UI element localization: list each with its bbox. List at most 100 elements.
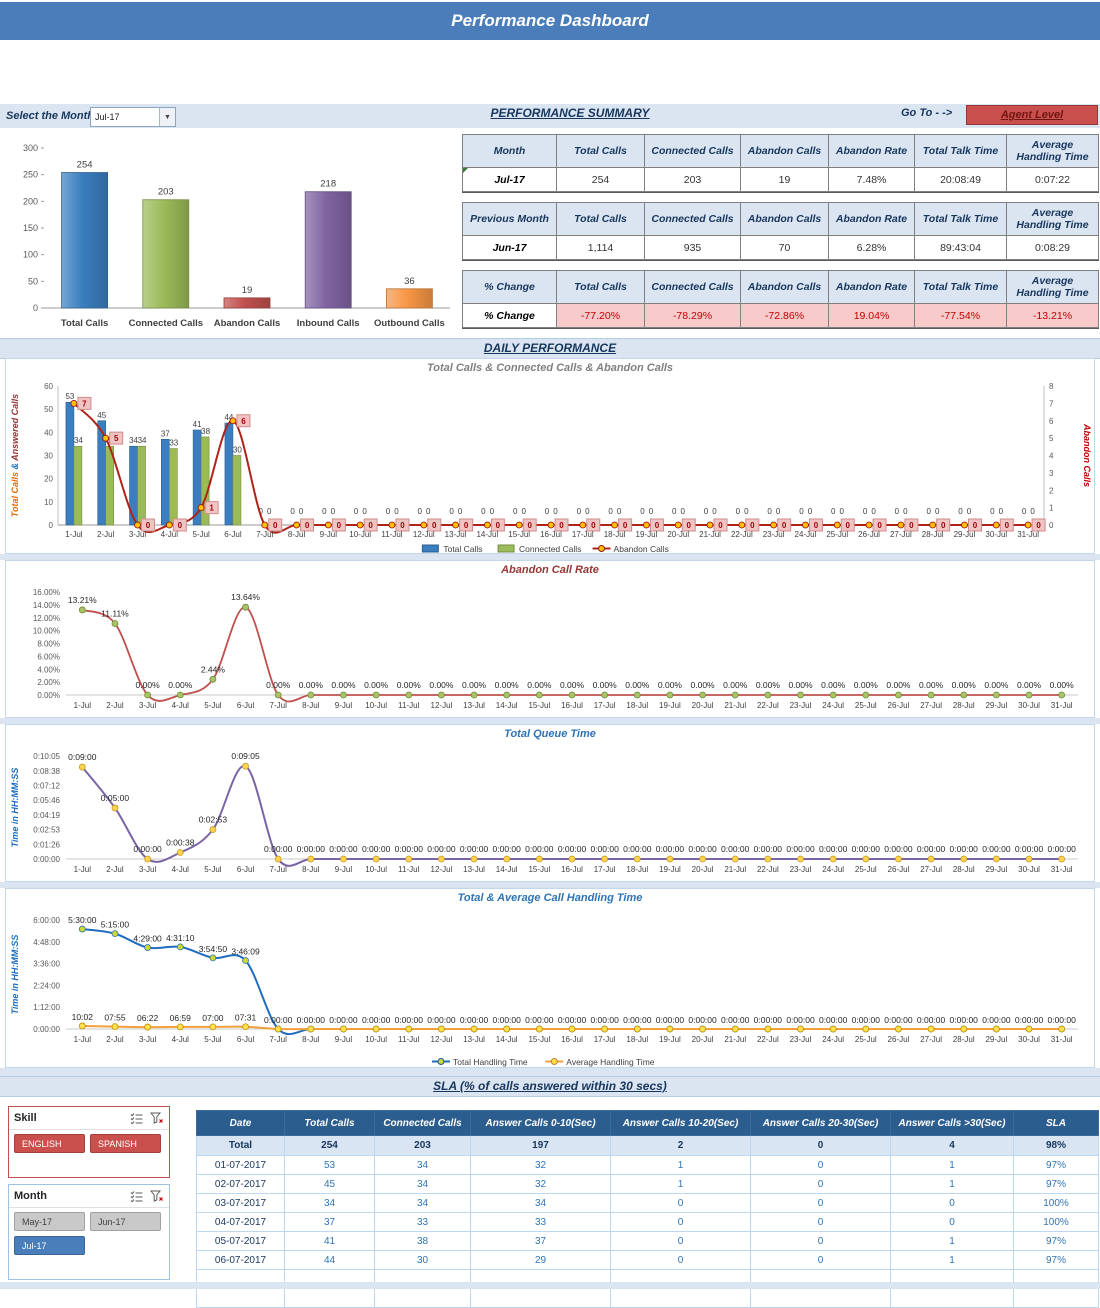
bottom-band bbox=[0, 1282, 1100, 1289]
cell: 0 bbox=[890, 1193, 1014, 1213]
cell: 97% bbox=[1013, 1174, 1099, 1194]
svg-text:0:00:00: 0:00:00 bbox=[297, 1015, 326, 1025]
svg-text:26-Jul: 26-Jul bbox=[888, 701, 910, 710]
svg-text:4-Jul: 4-Jul bbox=[161, 530, 179, 539]
table-row: Jul-17 254 203 19 7.48% 20:08:49 0:07:22 bbox=[462, 167, 1099, 192]
svg-text:24-Jul: 24-Jul bbox=[822, 1035, 844, 1044]
svg-text:18-Jul: 18-Jul bbox=[604, 530, 626, 539]
chevron-down-icon[interactable]: ▼ bbox=[159, 108, 175, 126]
svg-text:0:00:00: 0:00:00 bbox=[264, 844, 293, 854]
daily-calls-chart-svg: 0102030405060012345678533445343434373341… bbox=[10, 382, 1092, 554]
svg-text:9-Jul: 9-Jul bbox=[335, 701, 353, 710]
svg-text:5-Jul: 5-Jul bbox=[192, 530, 210, 539]
cell: 0 bbox=[750, 1250, 891, 1270]
svg-text:10-Jul: 10-Jul bbox=[365, 701, 387, 710]
cell: 0 bbox=[750, 1193, 891, 1213]
multi-select-icon[interactable] bbox=[130, 1190, 143, 1202]
svg-text:0: 0 bbox=[521, 507, 526, 516]
svg-text:11-Jul: 11-Jul bbox=[381, 530, 402, 539]
cell bbox=[196, 1288, 285, 1308]
svg-text:12-Jul: 12-Jul bbox=[431, 1035, 453, 1044]
svg-text:0: 0 bbox=[331, 507, 336, 516]
svg-text:10: 10 bbox=[44, 498, 53, 507]
slicer-item-spanish[interactable]: SPANISH bbox=[90, 1134, 161, 1153]
svg-text:50: 50 bbox=[28, 276, 38, 286]
svg-text:19-Jul: 19-Jul bbox=[659, 1035, 681, 1044]
cell: 254 bbox=[556, 167, 645, 192]
svg-text:0: 0 bbox=[178, 521, 183, 530]
svg-text:6: 6 bbox=[241, 417, 246, 426]
svg-text:4:48:00: 4:48:00 bbox=[33, 938, 60, 947]
svg-text:14-Jul: 14-Jul bbox=[496, 701, 518, 710]
column-header: Abandon Calls bbox=[740, 134, 829, 168]
svg-text:7-Jul: 7-Jul bbox=[270, 865, 288, 874]
cell: 53 bbox=[284, 1155, 375, 1175]
agent-level-button[interactable]: Agent Level bbox=[966, 105, 1098, 125]
svg-text:40: 40 bbox=[44, 428, 53, 437]
slicer-item-english[interactable]: ENGLISH bbox=[14, 1134, 85, 1153]
daily-calls-chart-title: Total Calls & Connected Calls & Abandon … bbox=[426, 362, 674, 374]
queue-time-chart-svg: 0:00:00 0:01:26 0:02:53 0:04:19 0:05:46 0:07:… bbox=[10, 751, 1078, 874]
cell: 100% bbox=[1013, 1212, 1099, 1232]
row-label: Jun-17 bbox=[462, 235, 557, 260]
svg-text:17-Jul: 17-Jul bbox=[594, 865, 616, 874]
svg-text:0.00%: 0.00% bbox=[658, 680, 683, 690]
svg-text:5-Jul: 5-Jul bbox=[204, 1035, 222, 1044]
svg-text:5:30:00: 5:30:00 bbox=[68, 915, 97, 925]
multi-select-icon[interactable] bbox=[130, 1112, 143, 1124]
svg-text:0: 0 bbox=[686, 521, 691, 530]
svg-text:0:01:26: 0:01:26 bbox=[33, 840, 60, 849]
svg-text:6-Jul: 6-Jul bbox=[237, 701, 255, 710]
column-header: Abandon Rate bbox=[828, 270, 915, 304]
month-slicer: Month May-17 Jun-17 Jul-17 bbox=[8, 1184, 170, 1280]
svg-text:0: 0 bbox=[903, 507, 908, 516]
svg-text:21-Jul: 21-Jul bbox=[724, 1035, 746, 1044]
table-row: Jun-17 1,114 935 70 6.28% 89:43:04 0:08:29 bbox=[462, 235, 1099, 260]
svg-text:0:00:00: 0:00:00 bbox=[721, 844, 750, 854]
svg-text:0: 0 bbox=[354, 507, 359, 516]
column-header: Answer Calls 10-20(Sec) bbox=[610, 1110, 751, 1136]
svg-text:0: 0 bbox=[33, 303, 38, 313]
svg-text:Average Handling Time: Average Handling Time bbox=[566, 1057, 654, 1067]
cell bbox=[374, 1288, 471, 1308]
svg-text:0: 0 bbox=[782, 521, 787, 530]
column-header: Answer Calls >30(Sec) bbox=[890, 1110, 1014, 1136]
queue-time-chart: 0:00:00 0:01:26 0:02:53 0:04:19 0:05:46 0:07:… bbox=[6, 744, 1094, 888]
svg-text:0: 0 bbox=[831, 507, 836, 516]
svg-text:0.00%: 0.00% bbox=[364, 680, 389, 690]
cell: 45 bbox=[284, 1174, 375, 1194]
clear-filter-icon[interactable] bbox=[150, 1190, 164, 1202]
month-dropdown[interactable]: Jul-17 ▼ bbox=[90, 107, 176, 127]
slicer-item-may-17[interactable]: May-17 bbox=[14, 1212, 85, 1231]
cell: 1,114 bbox=[556, 235, 645, 260]
svg-text:0:00:00: 0:00:00 bbox=[395, 844, 424, 854]
cell: 1 bbox=[610, 1155, 751, 1175]
skill-slicer: Skill ENGLISH SPANISH bbox=[8, 1106, 170, 1178]
svg-text:9-Jul: 9-Jul bbox=[335, 865, 353, 874]
svg-text:24-Jul: 24-Jul bbox=[822, 701, 844, 710]
clear-filter-icon[interactable] bbox=[150, 1112, 164, 1124]
column-header: Total Calls bbox=[556, 270, 645, 304]
svg-text:0:00:00: 0:00:00 bbox=[786, 844, 815, 854]
divider bbox=[0, 554, 1100, 560]
svg-text:20-Jul: 20-Jul bbox=[667, 530, 689, 539]
column-header: Total Talk Time bbox=[914, 270, 1007, 304]
svg-text:3:54:50: 3:54:50 bbox=[199, 944, 228, 954]
svg-text:31-Jul: 31-Jul bbox=[1051, 701, 1073, 710]
svg-text:9-Jul: 9-Jul bbox=[320, 530, 338, 539]
slicer-item-jun-17[interactable]: Jun-17 bbox=[90, 1212, 161, 1231]
cell: 0 bbox=[610, 1231, 751, 1251]
svg-text:0: 0 bbox=[418, 507, 423, 516]
divider bbox=[0, 1068, 1100, 1076]
svg-text:0: 0 bbox=[649, 507, 654, 516]
svg-text:0: 0 bbox=[840, 507, 845, 516]
slicer-item-jul-17[interactable]: Jul-17 bbox=[14, 1236, 85, 1255]
svg-text:17-Jul: 17-Jul bbox=[594, 701, 616, 710]
svg-text:3:36:00: 3:36:00 bbox=[33, 960, 60, 969]
svg-text:6-Jul: 6-Jul bbox=[237, 1035, 255, 1044]
svg-text:2: 2 bbox=[1049, 486, 1054, 495]
svg-text:0:00:00: 0:00:00 bbox=[395, 1015, 424, 1025]
cell: 37 bbox=[284, 1212, 375, 1232]
svg-text:0.00%: 0.00% bbox=[593, 680, 618, 690]
svg-text:0:10:05: 0:10:05 bbox=[33, 752, 60, 761]
